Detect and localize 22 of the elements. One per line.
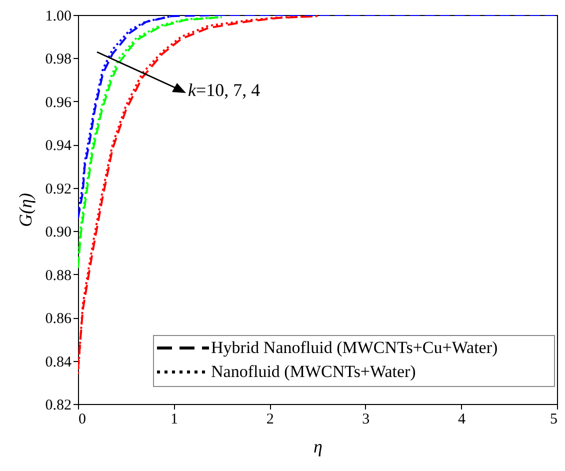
x-tick-label: 3 xyxy=(362,412,370,428)
y-tick-label: 0.90 xyxy=(45,224,72,241)
y-axis-title: G(η) xyxy=(15,193,36,227)
x-tick-label: 0 xyxy=(78,412,86,428)
annotation: k=10, 7, 4 xyxy=(188,80,260,101)
y-tick-label: 1.00 xyxy=(45,8,72,24)
legend: Hybrid Nanofluid (MWCNTs+Cu+Water) Nanofluid (MWCNTs+Water) xyxy=(153,335,555,387)
x-tick-label: 2 xyxy=(266,412,274,428)
y-tick-label: 0.84 xyxy=(45,354,72,370)
x-tick-label: 4 xyxy=(458,412,466,428)
x-tick-label: 5 xyxy=(550,412,558,428)
y-tick-label: 0.86 xyxy=(45,311,72,328)
x-tick-label: 1 xyxy=(170,412,178,428)
y-tick-label: 0.92 xyxy=(45,181,72,198)
y-tick-label: 0.96 xyxy=(45,94,72,111)
y-tick-label: 0.98 xyxy=(45,52,72,68)
annotation: Nanofluid (MWCNTs+Water) xyxy=(211,362,416,382)
y-tick-label: 0.88 xyxy=(45,268,72,284)
y-tick-label: 0.82 xyxy=(45,398,72,414)
y-tick-label: 0.94 xyxy=(45,138,72,154)
x-axis-title: η xyxy=(314,436,323,456)
annotation: Hybrid Nanofluid (MWCNTs+Cu+Water) xyxy=(211,338,498,358)
